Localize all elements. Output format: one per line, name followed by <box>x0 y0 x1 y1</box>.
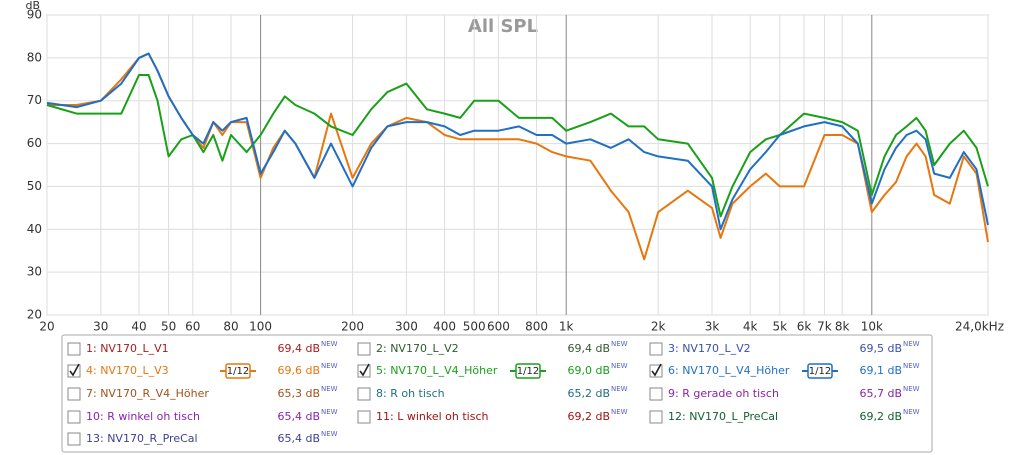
smoothing-label: 1/12 <box>227 366 249 377</box>
legend-label[interactable]: 2: NV170_L_V2 <box>376 342 459 355</box>
y-tick-label: 40 <box>27 222 42 236</box>
legend-label[interactable]: 12: NV170_L_PreCal <box>668 410 778 423</box>
checkbox[interactable] <box>357 387 371 401</box>
legend-label[interactable]: 11: L winkel oh tisch <box>376 410 488 423</box>
legend-label[interactable]: 1: NV170_L_V1 <box>86 342 169 355</box>
checkbox[interactable] <box>67 387 81 401</box>
legend-label[interactable]: 6: NV170_L_V4_Höher <box>668 364 790 377</box>
legend-level: 69,6 dB <box>277 364 320 377</box>
legend-tag: NEW <box>903 408 920 416</box>
x-tick-label: 300 <box>395 320 418 334</box>
legend-tag: NEW <box>611 385 628 393</box>
x-tick-label: 400 <box>433 320 456 334</box>
legend-tag: NEW <box>321 385 338 393</box>
series-line <box>46 52 989 231</box>
legend-tag: NEW <box>611 340 628 348</box>
checkbox[interactable] <box>649 410 663 424</box>
x-tick-label: 24,0kHz <box>955 320 1004 334</box>
checkbox[interactable] <box>357 342 371 356</box>
legend-label[interactable]: 4: NV170_L_V3 <box>86 364 169 377</box>
x-tick-label: 50 <box>161 320 176 334</box>
x-tick-label: 100 <box>249 320 272 334</box>
x-tick-label: 8k <box>835 320 850 334</box>
y-tick-label: 20 <box>27 308 42 322</box>
x-tick-label: 30 <box>93 320 108 334</box>
checkbox[interactable] <box>67 410 81 424</box>
x-tick-label: 20 <box>39 320 54 334</box>
checkmark <box>359 363 370 377</box>
legend-tag: NEW <box>321 340 338 348</box>
y-tick-label: 30 <box>27 265 42 279</box>
legend-tag: NEW <box>903 362 920 370</box>
smoothing-badge[interactable] <box>807 363 833 379</box>
x-tick-label: 3k <box>705 320 720 334</box>
y-tick-label: 60 <box>27 136 42 150</box>
x-tick-label: 2k <box>651 320 666 334</box>
legend-level: 65,7 dB <box>859 387 902 400</box>
legend-label[interactable]: 10: R winkel oh tisch <box>86 410 200 423</box>
legend-tag: NEW <box>611 362 628 370</box>
y-axis-label: dB <box>25 0 40 12</box>
legend-tag: NEW <box>611 408 628 416</box>
x-tick-label: 80 <box>223 320 238 334</box>
x-tick-label: 1k <box>559 320 574 334</box>
checkbox[interactable] <box>67 432 81 446</box>
x-tick-label: 200 <box>341 320 364 334</box>
checkmark <box>651 363 662 377</box>
legend-level: 69,4 dB <box>277 342 320 355</box>
x-tick-label: 7k <box>817 320 832 334</box>
legend-level: 69,5 dB <box>859 342 902 355</box>
legend-label[interactable]: 3: NV170_L_V2 <box>668 342 751 355</box>
legend-label[interactable]: 9: R gerade oh tisch <box>668 387 779 400</box>
x-tick-label: 10k <box>861 320 883 334</box>
checkbox[interactable] <box>649 387 663 401</box>
legend-level: 65,2 dB <box>567 387 610 400</box>
legend-label[interactable]: 7: NV170_R_V4_Höher <box>86 387 209 400</box>
series-line <box>46 74 989 218</box>
y-tick-label: 90 <box>27 8 42 22</box>
legend-tag: NEW <box>321 430 338 438</box>
series-line <box>47 52 989 261</box>
x-tick-label: 4k <box>743 320 758 334</box>
chart-title: All SPL <box>468 16 538 37</box>
legend-panel <box>61 334 933 453</box>
legend-tag: NEW <box>903 385 920 393</box>
legend-tag: NEW <box>321 408 338 416</box>
legend-level: 69,2 dB <box>859 410 902 423</box>
smoothing-badge[interactable] <box>515 363 541 379</box>
legend-level: 65,3 dB <box>277 387 320 400</box>
legend-label[interactable]: 13: NV170_R_PreCal <box>86 432 198 445</box>
legend-level: 65,4 dB <box>277 432 320 445</box>
x-tick-label: 600 <box>487 320 510 334</box>
legend-label[interactable]: 8: R oh tisch <box>376 387 445 400</box>
checkbox[interactable] <box>67 342 81 356</box>
x-tick-label: 500 <box>463 320 486 334</box>
smoothing-badge[interactable] <box>225 363 251 379</box>
y-tick-label: 50 <box>27 179 42 193</box>
x-tick-label: 60 <box>185 320 200 334</box>
plot-area <box>46 14 989 316</box>
legend-level: 65,4 dB <box>277 410 320 423</box>
x-tick-label: 800 <box>525 320 548 334</box>
legend-label[interactable]: 5: NV170_L_V4_Höher <box>376 364 498 377</box>
legend-tag: NEW <box>321 362 338 370</box>
x-tick-label: 5k <box>773 320 788 334</box>
legend-level: 69,1 dB <box>859 364 902 377</box>
x-tick-label: 6k <box>797 320 812 334</box>
checkmark <box>69 363 80 377</box>
smoothing-label: 1/12 <box>517 366 539 377</box>
y-tick-label: 70 <box>27 93 42 107</box>
x-tick-label: 40 <box>131 320 146 334</box>
legend-tag: NEW <box>903 340 920 348</box>
checkbox[interactable] <box>649 342 663 356</box>
y-tick-label: 80 <box>27 50 42 64</box>
legend-level: 69,0 dB <box>567 364 610 377</box>
smoothing-label: 1/12 <box>809 366 831 377</box>
legend-level: 69,2 dB <box>567 410 610 423</box>
legend-level: 69,4 dB <box>567 342 610 355</box>
checkbox[interactable] <box>357 410 371 424</box>
